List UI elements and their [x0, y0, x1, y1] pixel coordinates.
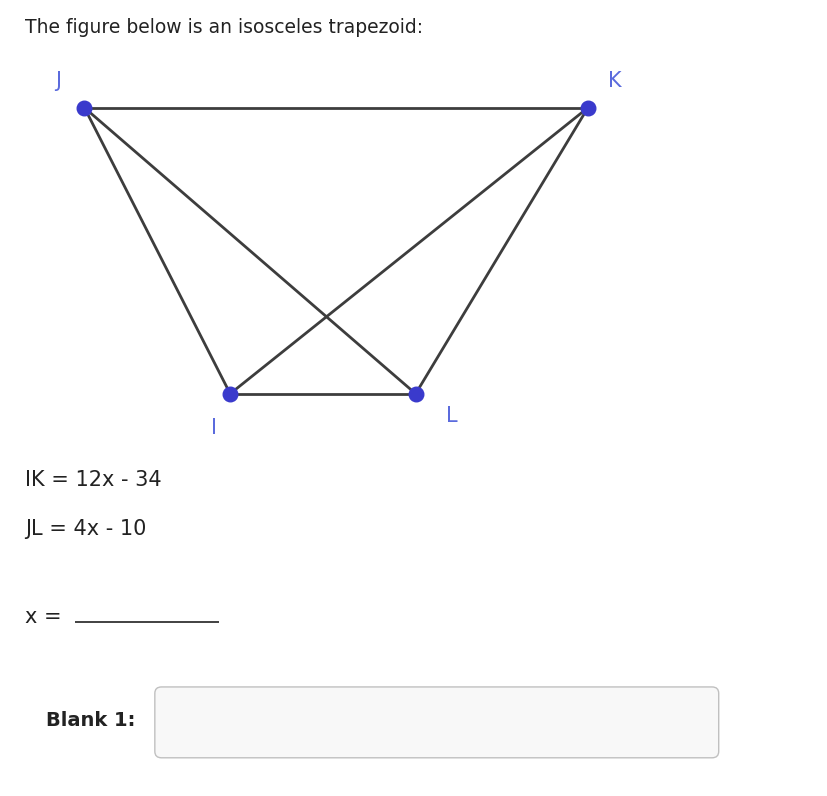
Text: IK = 12x - 34: IK = 12x - 34 — [25, 470, 161, 490]
Text: L: L — [446, 406, 457, 427]
Text: x =: x = — [25, 607, 68, 627]
Text: Blank 1:: Blank 1: — [45, 711, 135, 730]
Text: J: J — [55, 72, 61, 92]
Text: I: I — [210, 418, 217, 438]
Point — [581, 101, 594, 114]
Text: The figure below is an isosceles trapezoid:: The figure below is an isosceles trapezo… — [25, 18, 423, 37]
Point — [78, 101, 91, 114]
Text: K: K — [607, 72, 620, 92]
FancyBboxPatch shape — [155, 687, 718, 758]
Text: JL = 4x - 10: JL = 4x - 10 — [25, 519, 146, 540]
Point — [223, 388, 237, 400]
Point — [409, 388, 422, 400]
